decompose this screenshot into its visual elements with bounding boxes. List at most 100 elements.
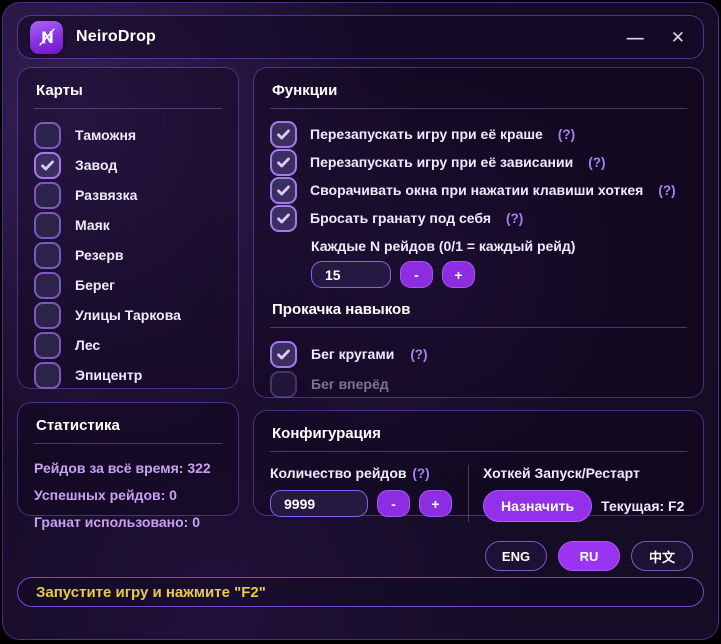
current-hotkey: Текущая: F2 (601, 498, 685, 514)
status-message: Запустите игру и нажмите "F2" (36, 583, 266, 601)
help-icon[interactable]: (?) (557, 126, 576, 142)
stat-successful-raids: Успешных рейдов: 0 (34, 487, 177, 503)
right-column: Функции Перезапускать игру при её краше … (253, 67, 704, 522)
title-bar: NeiroDrop — ✕ (17, 15, 704, 59)
stat-total-raids: Рейдов за всё время: 322 (34, 460, 211, 476)
map-option-rezerv[interactable]: Резерв (34, 240, 222, 270)
option-restart-on-crash[interactable]: Перезапускать игру при её краше (?) (270, 120, 687, 148)
divider (270, 108, 687, 109)
divider (270, 451, 687, 452)
checkbox[interactable] (270, 176, 297, 204)
checkbox[interactable] (34, 181, 61, 209)
config-panel-title: Конфигурация (272, 425, 381, 442)
map-option-label: Таможня (75, 127, 137, 143)
checkmark-icon (277, 129, 290, 139)
raid-count-label: Количество рейдов (?) (270, 465, 458, 481)
checkbox[interactable] (270, 148, 297, 176)
help-icon[interactable]: (?) (506, 210, 524, 226)
option-minimize-on-hotkey[interactable]: Сворачивать окна при нажатии клавиши хот… (270, 176, 687, 204)
language-button-zh[interactable]: 中文 (631, 541, 693, 571)
config-panel: Конфигурация Количество рейдов (?) - + (253, 410, 704, 522)
app-title: NeiroDrop (76, 28, 157, 45)
option-throw-grenade[interactable]: Бросать гранату под себя (?) (270, 204, 687, 232)
main-content: Карты Таможня Завод Развязка Маяк (17, 67, 704, 530)
map-option-razvyazka[interactable]: Развязка (34, 180, 222, 210)
option-label: Бег вперёд (311, 376, 389, 392)
checkmark-icon (277, 157, 290, 167)
map-option-label: Развязка (75, 187, 138, 203)
checkbox[interactable] (270, 204, 297, 232)
raid-count-decrease-button[interactable]: - (377, 490, 410, 517)
checkbox[interactable] (34, 331, 61, 359)
maps-panel: Карты Таможня Завод Развязка Маяк (17, 67, 239, 389)
checkbox (270, 370, 297, 398)
help-icon[interactable]: (?) (658, 182, 676, 198)
divider (270, 327, 687, 328)
raid-interval-stepper: - + (311, 261, 687, 288)
minimize-button[interactable]: — (626, 27, 644, 47)
checkbox[interactable] (34, 151, 61, 179)
window-controls: — ✕ (627, 29, 685, 46)
raid-interval-label: Каждые N рейдов (0/1 = каждый рейд) (311, 238, 576, 254)
map-option-epitsentr[interactable]: Эпицентр (34, 360, 222, 390)
map-option-label: Лес (75, 337, 101, 353)
raid-count-input[interactable] (270, 490, 368, 517)
config-body: Количество рейдов (?) - + Хоткей Запуск/… (270, 463, 687, 522)
map-option-ulitsy-tarkova[interactable]: Улицы Таркова (34, 300, 222, 330)
checkmark-icon (277, 213, 290, 223)
divider (34, 443, 222, 444)
option-label: Перезапускать игру при её краше (310, 126, 543, 142)
stat-grenades-used: Гранат использовано: 0 (34, 514, 200, 530)
raid-count-stepper: - + (270, 490, 458, 517)
raid-count-label-text: Количество рейдов (270, 465, 407, 481)
help-icon[interactable]: (?) (412, 466, 430, 481)
language-switcher: ENG RU 中文 (17, 541, 704, 571)
app-logo-icon (30, 20, 63, 54)
status-bar: Запустите игру и нажмите "F2" (17, 577, 704, 607)
map-option-zavod[interactable]: Завод (34, 150, 222, 180)
checkbox[interactable] (34, 301, 61, 329)
checkbox[interactable] (270, 340, 297, 368)
left-column: Карты Таможня Завод Развязка Маяк (17, 67, 239, 530)
hotkey-row: Назначить Текущая: F2 (483, 490, 684, 522)
option-run-in-circles[interactable]: Бег кругами (?) (270, 339, 687, 369)
checkbox[interactable] (270, 120, 297, 148)
hotkey-section: Хоткей Запуск/Рестарт Назначить Текущая:… (483, 463, 684, 522)
stats-panel: Статистика Рейдов за всё время: 322 Успе… (17, 402, 239, 530)
language-button-ru[interactable]: RU (558, 541, 620, 571)
language-button-eng[interactable]: ENG (485, 541, 547, 571)
raid-interval-increase-button[interactable]: + (442, 261, 475, 288)
option-label: Сворачивать окна при нажатии клавиши хот… (310, 182, 644, 198)
map-option-label: Резерв (75, 247, 124, 263)
checkbox[interactable] (34, 271, 61, 299)
map-option-label: Завод (75, 157, 118, 173)
map-option-label: Берег (75, 277, 116, 293)
map-option-les[interactable]: Лес (34, 330, 222, 360)
checkbox[interactable] (34, 361, 61, 389)
help-icon[interactable]: (?) (588, 154, 606, 170)
checkmark-icon (41, 160, 54, 170)
functions-panel: Функции Перезапускать игру при её краше … (253, 67, 704, 398)
raid-count-increase-button[interactable]: + (419, 490, 452, 517)
map-option-bereg[interactable]: Берег (34, 270, 222, 300)
option-restart-on-freeze[interactable]: Перезапускать игру при её зависании (?) (270, 148, 687, 176)
checkbox[interactable] (34, 241, 61, 269)
option-label: Бег кругами (311, 346, 395, 362)
raid-interval-input[interactable] (311, 261, 391, 288)
assign-hotkey-button[interactable]: Назначить (483, 490, 593, 522)
divider (34, 108, 222, 109)
option-label: Бросать гранату под себя (310, 210, 491, 226)
help-icon[interactable]: (?) (410, 346, 428, 362)
functions-panel-title: Функции (272, 82, 338, 99)
stats-panel-title: Статистика (36, 417, 120, 434)
option-label: Перезапускать игру при её зависании (310, 154, 574, 170)
checkbox[interactable] (34, 211, 61, 239)
close-button[interactable]: ✕ (670, 27, 685, 47)
map-option-mayak[interactable]: Маяк (34, 210, 222, 240)
map-option-tamozhnya[interactable]: Таможня (34, 120, 222, 150)
checkbox[interactable] (34, 121, 61, 149)
raid-interval-decrease-button[interactable]: - (400, 261, 433, 288)
map-option-label: Эпицентр (75, 367, 143, 383)
hotkey-label: Хоткей Запуск/Рестарт (483, 465, 640, 481)
